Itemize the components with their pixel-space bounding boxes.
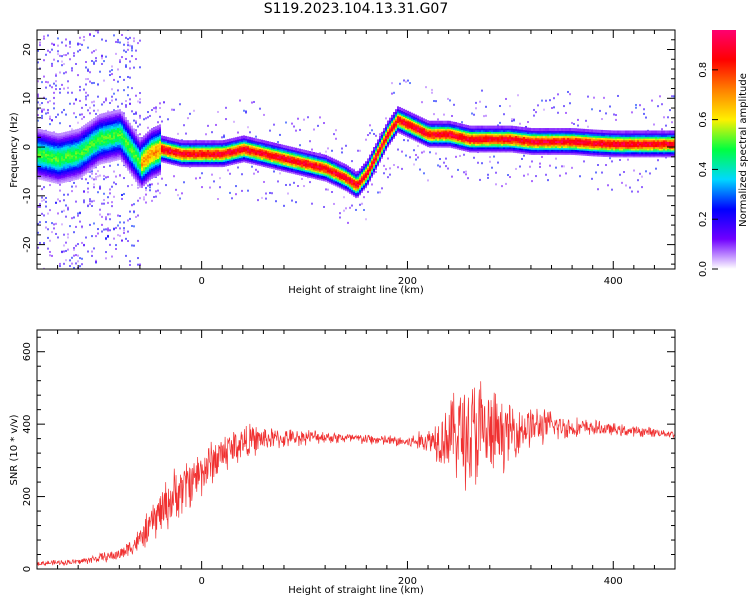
snr-x-axis-label: Height of straight line (km) (288, 585, 424, 596)
x-tick-label: 0 (198, 576, 204, 587)
figure-title: S119.2023.104.13.31.G07 (263, 1, 449, 17)
snr-y-axis-label: SNR (10 * v/v) (9, 414, 20, 485)
colorbar-gradient (712, 30, 736, 269)
colorbar-tick-label: 0.0 (698, 261, 709, 277)
spectrogram-heatmap (37, 30, 675, 269)
y-tick-label: 600 (22, 342, 33, 361)
spectrogram-panel: 0 200 400 -20 -10 0 10 20 Height of straight li… (9, 29, 676, 296)
x-tick-label: 400 (604, 576, 623, 587)
y-tick-label: 20 (22, 43, 33, 56)
x-tick-label: 200 (398, 276, 417, 287)
colorbar: 0.0 0.2 0.4 0.6 0.8 Normalized spectral ampl… (698, 30, 749, 277)
snr-frame (36, 329, 676, 570)
x-tick-label: 400 (604, 276, 623, 287)
x-tick-label: 200 (398, 576, 417, 587)
snr-ticks: 0 200 400 0 200 400 600 (22, 330, 676, 587)
y-tick-label: 10 (22, 92, 33, 105)
y-tick-label: -10 (22, 188, 33, 204)
x-tick-label: 0 (198, 276, 204, 287)
colorbar-tick-label: 0.6 (698, 112, 709, 128)
y-tick-label: 0 (22, 566, 33, 572)
y-tick-label: 0 (22, 144, 33, 150)
snr-panel: 0 200 400 0 200 400 600 Height of straight lin… (9, 329, 676, 596)
colorbar-tick-label: 0.2 (698, 211, 709, 227)
colorbar-ticks: 0.0 0.2 0.4 0.6 0.8 (698, 62, 718, 277)
y-tick-label: -20 (22, 236, 33, 252)
spectrogram-frame (36, 29, 676, 270)
colorbar-tick-label: 0.8 (698, 62, 709, 78)
y-tick-label: 400 (22, 415, 33, 434)
y-tick-label: 200 (22, 487, 33, 506)
colorbar-label: Normalized spectral amplitude (738, 73, 749, 227)
colorbar-tick-label: 0.4 (698, 161, 709, 177)
spectrogram-x-axis-label: Height of straight line (km) (288, 285, 424, 296)
snr-series-line (37, 381, 675, 567)
spectrogram-ticks: 0 200 400 -20 -10 0 10 20 (22, 29, 676, 287)
spectrogram-y-axis-label: Frequency (Hz) (9, 112, 20, 188)
